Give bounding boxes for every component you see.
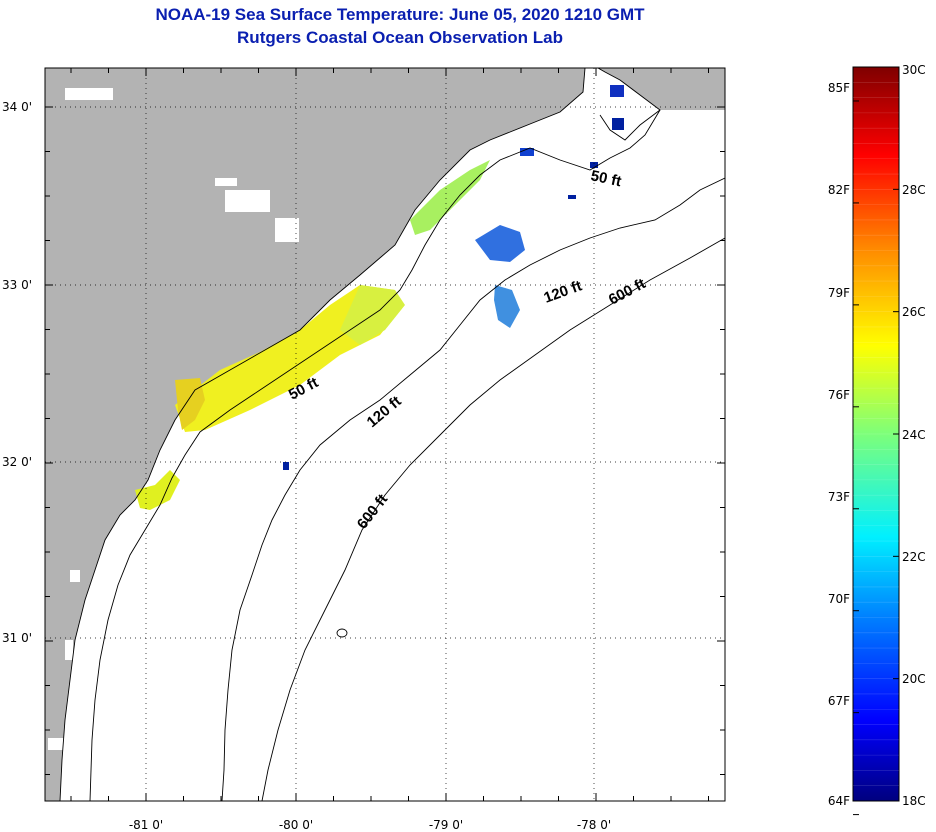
map-title: NOAA-19 Sea Surface Temperature: June 05… [155,5,645,24]
longitude-labels: -81 0' -80 0' -79 0' -78 0' [129,818,611,832]
colorbar-c-label: 22C [902,550,926,564]
colorbar-f-label: 79F [828,286,850,300]
colorbar-c-label: 30C [902,63,926,77]
contour-label-50ft-north: 50 ft [589,167,623,190]
colorbar-c-label: 18C [902,794,926,808]
lat-label: 33 0' [2,278,32,292]
colorbar-bands [853,81,899,787]
land-mass [45,68,585,801]
colorbar-f-label: 67F [828,694,850,708]
colorbar-f-label: 73F [828,490,850,504]
colorbar-f-label: 64F [828,794,850,808]
map-frame [44,67,726,802]
lon-label: -81 0' [129,818,163,832]
lat-label: 31 0' [2,631,32,645]
grid-lines [45,68,725,801]
colorbar: 85F 82F 79F 76F 73F 70F 67F 64F 30C 28C … [828,63,926,816]
colorbar-c-labels: 30C 28C 26C 24C 22C 20C 18C [902,63,926,808]
colorbar-f-label: 76F [828,388,850,402]
colorbar-c-label: 24C [902,428,926,442]
colorbar-c-label: 20C [902,672,926,686]
axis-ticks [45,68,725,801]
colorbar-f-label: 70F [828,592,850,606]
map-area [45,68,725,801]
lon-label: -78 0' [577,818,611,832]
colorbar-ticks [853,66,899,816]
lat-label: 34 0' [2,100,32,114]
latitude-labels: 34 0' 33 0' 32 0' 31 0' [2,100,32,645]
colorbar-gradient [852,66,900,802]
colorbar-f-labels: 85F 82F 79F 76F 73F 70F 67F 64F [828,81,850,808]
cloud-patches [48,88,299,750]
colorbar-c-label: 28C [902,183,926,197]
lon-label: -79 0' [429,818,463,832]
map-subtitle: Rutgers Coastal Ocean Observation Lab [237,28,563,47]
bathymetry-contours [89,109,725,801]
colorbar-c-label: 26C [902,305,926,319]
land-mass-north-cape [598,68,725,110]
colorbar-f-label: 85F [828,81,850,95]
lat-label: 32 0' [2,455,32,469]
lon-label: -80 0' [279,818,313,832]
colorbar-f-label: 82F [828,183,850,197]
